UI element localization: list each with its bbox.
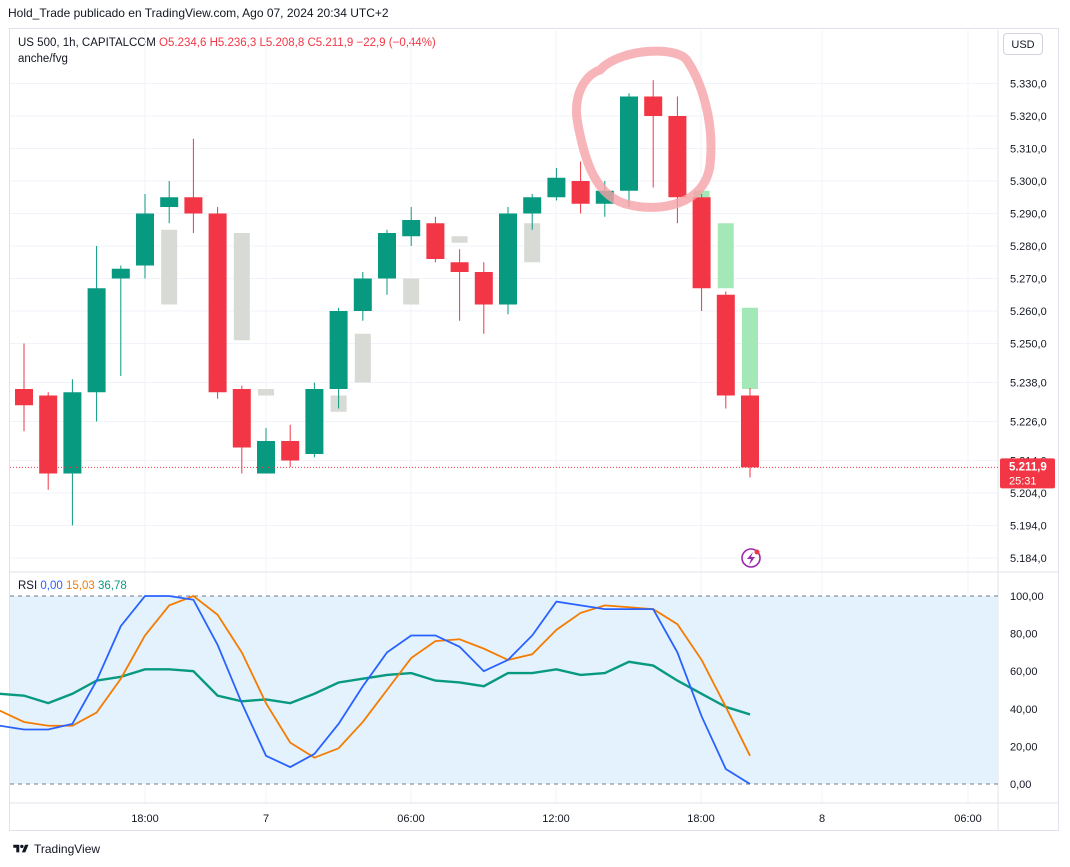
rsi-label[interactable]: RSI (18, 580, 38, 592)
close-value: 5.211,9 (315, 37, 354, 49)
high-label: H (209, 37, 218, 49)
symbol-info[interactable]: US 500, 1h, CAPITALCOM (18, 37, 156, 49)
change-value: −22,9 (−0,44%) (356, 37, 436, 49)
currency-button[interactable]: USD (1003, 33, 1043, 55)
chart-frame[interactable] (9, 28, 1059, 831)
open-label: O (159, 37, 168, 49)
rsi-value-3: 36,78 (97, 580, 127, 592)
high-value: 5.236,3 (217, 37, 257, 49)
footer-brand[interactable]: TradingView (12, 842, 100, 856)
tradingview-logo-icon (13, 844, 29, 853)
rsi-value-1: 0,00 (40, 580, 63, 592)
open-value: 5.234,6 (168, 37, 207, 49)
indicator-name[interactable]: anche/fvg (18, 53, 68, 65)
close-label: C (307, 37, 316, 49)
rsi-legend: RSI 0,00 15,03 36,78 (18, 580, 127, 592)
low-label: L (259, 37, 266, 49)
low-value: 5.208,8 (265, 37, 305, 49)
publish-banner: Hold_Trade publicado en TradingView.com,… (8, 6, 389, 20)
brand-name: TradingView (34, 842, 101, 856)
rsi-value-2: 15,03 (65, 580, 95, 592)
chart-legend: US 500, 1h, CAPITALCOM O5.234,6 H5.236,3… (18, 35, 436, 67)
